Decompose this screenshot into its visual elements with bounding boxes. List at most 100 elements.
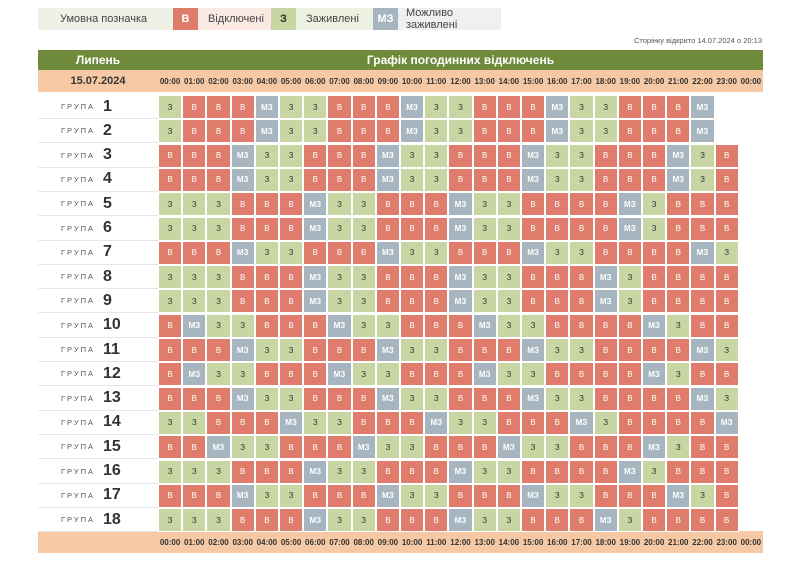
schedule-cell: В [617, 435, 642, 460]
schedule-cell: В [303, 483, 328, 508]
schedule-cell: В [666, 119, 691, 144]
hour-label: 10:00 [400, 531, 424, 553]
schedule-cell: З [279, 95, 304, 119]
schedule-cell: МЗ [569, 410, 594, 435]
legend-maybe-badge: МЗ [373, 8, 398, 30]
schedule-cell: В [666, 240, 691, 265]
schedule-cell: В [400, 265, 425, 290]
group-label: ГРУПА 6 [38, 217, 158, 241]
schedule-cell: В [545, 313, 570, 338]
schedule-cell: В [327, 483, 352, 508]
schedule-cell: В [617, 313, 642, 338]
schedule-cell: МЗ [545, 95, 570, 119]
schedule-cell: З [424, 338, 449, 362]
legend-maybe-label: Можливо заживлені [398, 7, 501, 31]
group-label: ГРУПА 18 [38, 508, 158, 533]
schedule-cell: МЗ [642, 435, 667, 460]
schedule-cell: З [182, 410, 207, 435]
hour-label: 09:00 [376, 70, 400, 92]
schedule-cell: В [714, 508, 739, 533]
hour-label: 04:00 [255, 70, 279, 92]
schedule-cell: МЗ [448, 289, 473, 314]
schedule-cell: В [254, 459, 279, 484]
schedule-cell: В [375, 508, 400, 533]
schedule-cell: В [472, 435, 497, 460]
schedule-cell: МЗ [375, 386, 400, 411]
schedule-cell: З [496, 265, 521, 290]
schedule-cell: З [206, 216, 231, 241]
schedule-cell: В [714, 143, 739, 168]
schedule-cell: В [206, 119, 231, 144]
schedule-cell: МЗ [496, 435, 521, 460]
schedule-cell: З [400, 483, 425, 508]
hour-text: 23:00 [716, 76, 737, 86]
schedule-cell: В [617, 362, 642, 387]
schedule-cell: З [593, 95, 618, 119]
schedule-cell: МЗ [375, 143, 400, 168]
schedule-cell: В [158, 313, 183, 338]
hour-label: 14:00 [497, 70, 521, 92]
schedule-cell: МЗ [593, 265, 618, 290]
schedule-cell: В [617, 240, 642, 265]
schedule-cell: В [642, 143, 667, 168]
schedule-cell: В [521, 289, 546, 314]
schedule-cell: МЗ [666, 483, 691, 508]
hour-text: 19:00 [619, 537, 641, 547]
hour-label: 07:00 [327, 70, 351, 92]
schedule-cell: В [327, 386, 352, 411]
schedule-cell: З [617, 289, 642, 314]
schedule-cell: З [569, 483, 594, 508]
group-label: ГРУПА 14 [38, 411, 158, 435]
schedule-cell: З [642, 216, 667, 241]
schedule-cell: В [617, 386, 642, 411]
schedule-cell: МЗ [472, 313, 497, 338]
schedule-cell: В [254, 192, 279, 217]
group-word: ГРУПА [60, 199, 95, 209]
schedule-cell: МЗ [617, 459, 642, 484]
schedule-cell: В [496, 143, 521, 168]
schedule-cell: В [617, 338, 642, 362]
schedule-cell: В [545, 459, 570, 484]
schedule-cell: З [424, 386, 449, 411]
schedule-cell: В [521, 265, 546, 290]
schedule-cell: З [400, 240, 425, 265]
schedule-cell: В [400, 289, 425, 314]
schedule-cell: З [496, 216, 521, 241]
schedule-cell: В [448, 435, 473, 460]
schedule-cell: З [496, 508, 521, 533]
schedule-cell: З [206, 313, 231, 338]
hour-label: 11:00 [424, 531, 448, 553]
legend-neutral-label: Умовна позначка [38, 8, 173, 30]
schedule-cell: В [690, 410, 715, 435]
schedule-cell: З [158, 289, 183, 314]
schedule-cell: В [714, 289, 739, 314]
schedule-cell: В [593, 435, 618, 460]
group-number: 7 [103, 243, 112, 261]
schedule-cell: В [206, 483, 231, 508]
group-number: 12 [103, 364, 121, 382]
schedule-cell: МЗ [690, 119, 715, 144]
schedule-cell: МЗ [714, 410, 739, 435]
hour-label: 16:00 [545, 70, 569, 92]
schedule-cell: З [496, 313, 521, 338]
schedule-cell: В [448, 143, 473, 168]
schedule-cell: В [521, 119, 546, 144]
hour-text: 17:00 [571, 76, 592, 86]
schedule-cell: З [714, 240, 739, 265]
hour-text: 09:00 [377, 76, 399, 86]
schedule-cell: З [182, 216, 207, 241]
schedule-cell: В [642, 386, 667, 411]
schedule-cell: В [569, 216, 594, 241]
group-word: ГРУПА [60, 247, 95, 257]
schedule-cell: МЗ [521, 483, 546, 508]
group-word: ГРУПА [60, 393, 95, 403]
schedule-cell: В [448, 483, 473, 508]
schedule-cell: В [182, 435, 207, 460]
schedule-cell: В [666, 508, 691, 533]
schedule-cell: З [303, 95, 328, 119]
schedule-cell: З [690, 167, 715, 192]
schedule-cell: В [279, 362, 304, 387]
group-number: 15 [103, 437, 121, 455]
hour-text: 16:00 [547, 537, 568, 547]
hour-label: 00:00 [158, 70, 182, 92]
